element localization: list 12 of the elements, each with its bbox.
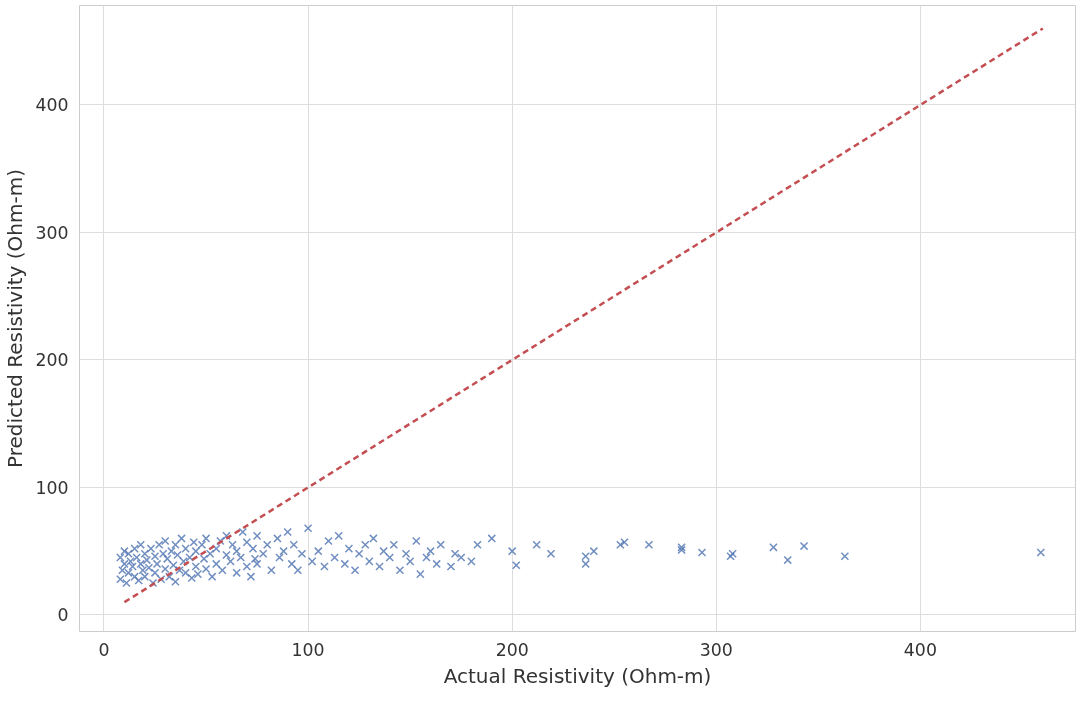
x-axis-title: Actual Resistivity (Ohm-m) <box>443 663 712 688</box>
y-tick-label: 200 <box>35 350 69 371</box>
x-tick-label: 100 <box>291 639 325 660</box>
y-tick-label: 400 <box>35 95 69 116</box>
x-tick-label: 0 <box>98 639 110 660</box>
x-tick-label: 200 <box>495 639 529 660</box>
y-axis-title: Predicted Resistivity (Ohm-m) <box>3 169 28 468</box>
x-tick-label: 300 <box>699 639 733 660</box>
y-tick-label: 0 <box>57 605 69 626</box>
y-tick-label: 100 <box>35 477 69 498</box>
x-tick-label: 400 <box>903 639 937 660</box>
y-tick-label: 300 <box>35 222 69 243</box>
